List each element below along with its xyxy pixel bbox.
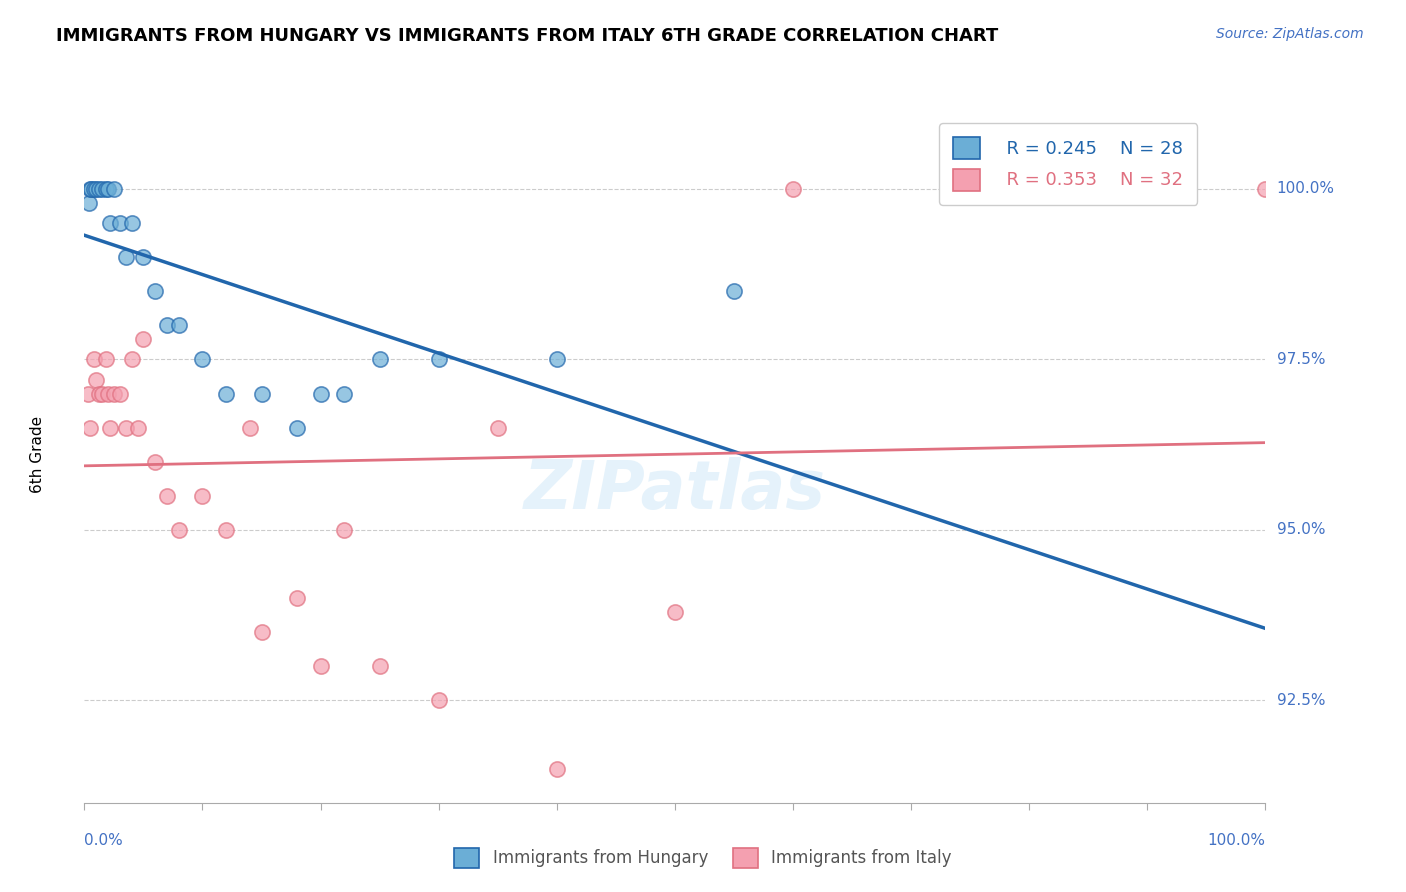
Point bbox=[114, 250, 136, 264]
Point bbox=[191, 352, 214, 367]
Point bbox=[98, 216, 121, 230]
Point bbox=[250, 625, 273, 640]
Point bbox=[285, 591, 308, 606]
Point bbox=[1254, 182, 1277, 196]
Text: 6th Grade: 6th Grade bbox=[30, 417, 45, 493]
Point bbox=[333, 523, 356, 537]
Point bbox=[94, 352, 117, 367]
Point bbox=[79, 182, 101, 196]
Point bbox=[723, 284, 745, 298]
Point bbox=[664, 605, 686, 619]
Text: 0.0%: 0.0% bbox=[84, 833, 124, 848]
Point bbox=[546, 762, 568, 776]
Point bbox=[77, 386, 100, 401]
Point bbox=[108, 216, 131, 230]
Point bbox=[215, 523, 238, 537]
Point bbox=[309, 659, 332, 673]
Point bbox=[127, 420, 149, 434]
Point bbox=[83, 352, 105, 367]
Text: 97.5%: 97.5% bbox=[1277, 352, 1324, 367]
Point bbox=[486, 420, 509, 434]
Point bbox=[782, 182, 804, 196]
Legend: Immigrants from Hungary, Immigrants from Italy: Immigrants from Hungary, Immigrants from… bbox=[447, 841, 959, 875]
Point bbox=[91, 386, 114, 401]
Point bbox=[239, 420, 262, 434]
Point bbox=[250, 386, 273, 401]
Point bbox=[546, 352, 568, 367]
Point bbox=[79, 420, 101, 434]
Point bbox=[97, 182, 120, 196]
Point bbox=[132, 332, 155, 346]
Point bbox=[114, 420, 136, 434]
Point bbox=[91, 182, 114, 196]
Point bbox=[84, 182, 107, 196]
Text: ZIPatlas: ZIPatlas bbox=[524, 457, 825, 523]
Text: 100.0%: 100.0% bbox=[1277, 181, 1334, 196]
Point bbox=[427, 352, 450, 367]
Point bbox=[191, 489, 214, 503]
Text: 95.0%: 95.0% bbox=[1277, 523, 1324, 538]
Point bbox=[333, 386, 356, 401]
Point bbox=[87, 386, 110, 401]
Point bbox=[368, 659, 391, 673]
Point bbox=[103, 182, 125, 196]
Point bbox=[98, 420, 121, 434]
Point bbox=[143, 284, 166, 298]
Point bbox=[121, 352, 143, 367]
Point bbox=[285, 420, 308, 434]
Point bbox=[156, 489, 179, 503]
Point bbox=[215, 386, 238, 401]
Point bbox=[97, 386, 120, 401]
Text: IMMIGRANTS FROM HUNGARY VS IMMIGRANTS FROM ITALY 6TH GRADE CORRELATION CHART: IMMIGRANTS FROM HUNGARY VS IMMIGRANTS FR… bbox=[56, 27, 998, 45]
Point bbox=[80, 182, 103, 196]
Point bbox=[132, 250, 155, 264]
Point bbox=[83, 182, 105, 196]
Point bbox=[94, 182, 117, 196]
Point bbox=[167, 523, 190, 537]
Text: 100.0%: 100.0% bbox=[1208, 833, 1265, 848]
Point bbox=[108, 386, 131, 401]
Point bbox=[87, 182, 110, 196]
Legend:   R = 0.245    N = 28,   R = 0.353    N = 32: R = 0.245 N = 28, R = 0.353 N = 32 bbox=[939, 123, 1198, 205]
Point bbox=[143, 455, 166, 469]
Point bbox=[121, 216, 143, 230]
Point bbox=[368, 352, 391, 367]
Text: Source: ZipAtlas.com: Source: ZipAtlas.com bbox=[1216, 27, 1364, 41]
Point bbox=[309, 386, 332, 401]
Point bbox=[103, 386, 125, 401]
Point bbox=[156, 318, 179, 333]
Point bbox=[77, 195, 100, 210]
Point bbox=[167, 318, 190, 333]
Text: 92.5%: 92.5% bbox=[1277, 693, 1324, 708]
Point bbox=[427, 693, 450, 707]
Point bbox=[84, 373, 107, 387]
